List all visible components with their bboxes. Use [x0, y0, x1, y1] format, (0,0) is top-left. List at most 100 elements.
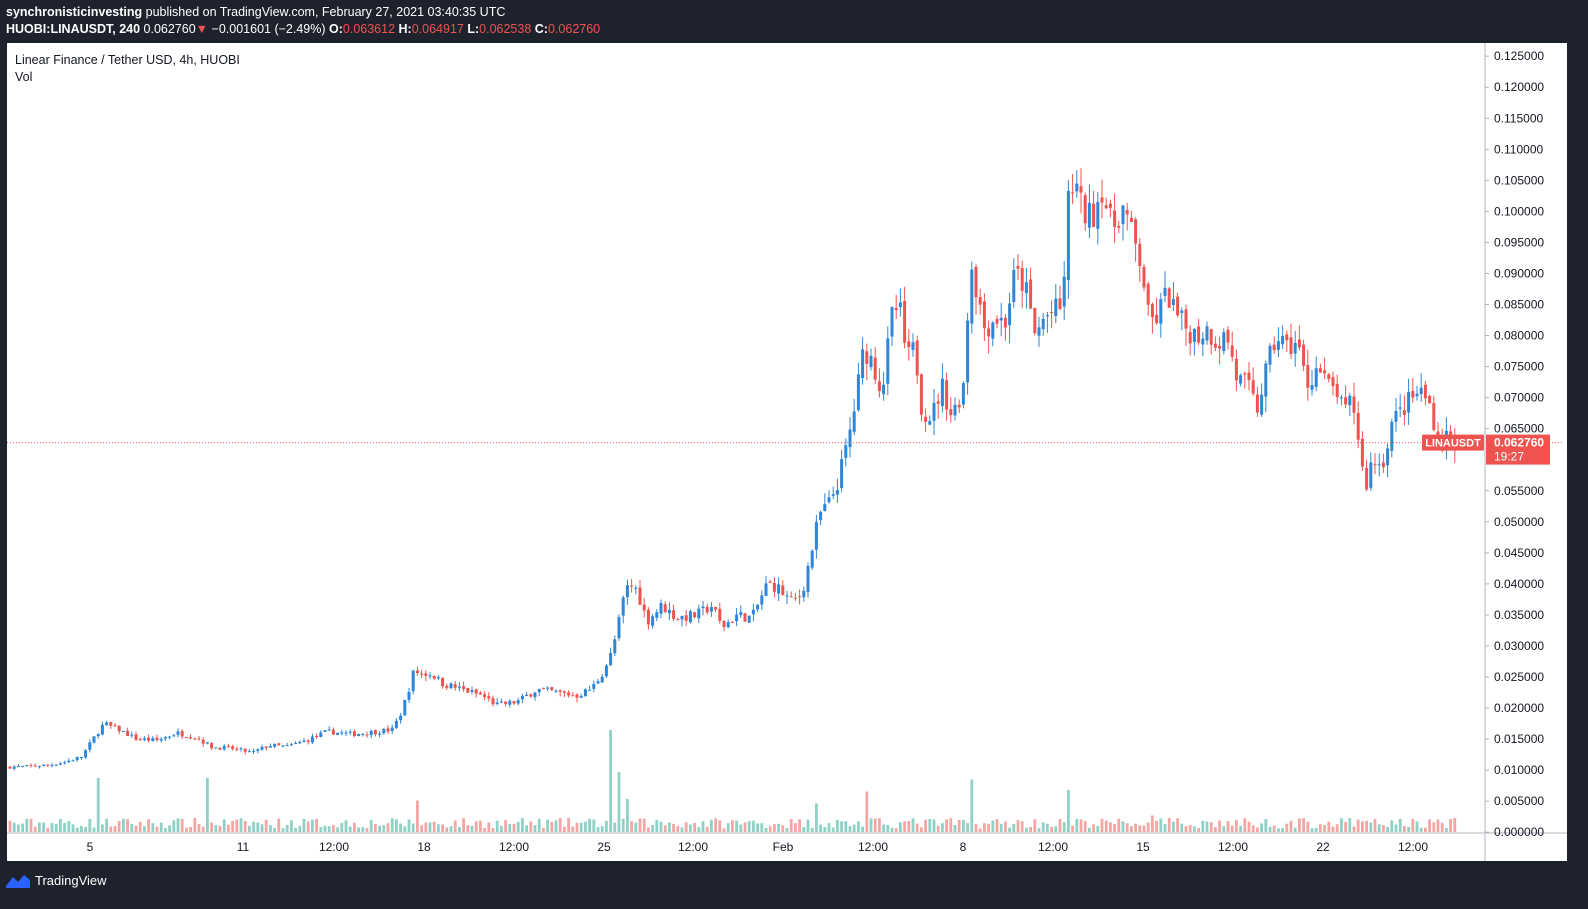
volume-bar: [109, 826, 113, 832]
volume-bar: [542, 827, 545, 832]
candle-body: [835, 490, 839, 495]
candle-body: [1171, 298, 1175, 305]
candle-body: [1100, 197, 1104, 203]
x-tick-label: 12:00: [1218, 840, 1248, 854]
volume-bar: [495, 820, 499, 832]
candle-body: [29, 764, 33, 766]
volume-bar: [747, 821, 751, 832]
volume-bar: [29, 818, 33, 832]
volume-bar: [210, 822, 213, 832]
volume-bar: [1041, 822, 1045, 832]
candle-body: [71, 760, 75, 762]
candle-body: [651, 616, 655, 626]
author-name[interactable]: synchronisticinvesting: [6, 5, 143, 19]
volume-bar: [113, 826, 117, 832]
volume-bar: [1340, 818, 1343, 832]
candle-body: [655, 612, 659, 618]
volume-bar: [802, 827, 806, 832]
volume-bar: [353, 822, 356, 832]
candle-body: [1104, 205, 1108, 209]
candle-body: [537, 688, 541, 693]
candle-body: [84, 750, 88, 758]
candle-body: [1045, 315, 1049, 317]
volume-bar: [432, 821, 436, 832]
candle-body: [352, 731, 356, 737]
x-tick-label: Feb: [773, 840, 794, 854]
y-tick-label: 0.120000: [1494, 80, 1544, 94]
volume-bar: [1159, 818, 1163, 832]
candle-body: [1268, 345, 1272, 365]
volume-bar: [218, 825, 222, 832]
candle-body: [1281, 335, 1285, 345]
chart-legend: Linear Finance / Tether USD, 4h, HUOBI V…: [15, 52, 240, 86]
volume-bar: [1029, 827, 1032, 832]
x-tick-label: 15: [1136, 840, 1150, 854]
volume-bar: [491, 828, 495, 832]
candle-body: [798, 596, 802, 598]
candle-body: [1331, 377, 1335, 387]
symbol-tag-label: LINAUSDT: [1425, 438, 1481, 450]
candle-body: [222, 746, 226, 750]
volume-bar: [80, 826, 83, 832]
candle-body: [949, 409, 953, 416]
candle-body: [420, 673, 424, 675]
candle-body: [1222, 332, 1226, 352]
candle-body: [411, 670, 415, 692]
volume-bar: [407, 819, 411, 832]
tradingview-logo-icon: [6, 874, 30, 888]
volume-bar: [1008, 827, 1011, 832]
volume-bar: [600, 826, 604, 832]
volume-bar: [630, 821, 633, 832]
candle-body: [12, 766, 16, 769]
candle-body: [659, 603, 663, 614]
volume-bar: [411, 823, 415, 832]
volume-bar: [1352, 826, 1356, 832]
candle-body: [693, 612, 697, 618]
candle-body: [1083, 195, 1087, 224]
volume-bar: [752, 820, 755, 832]
candle-body: [919, 374, 923, 415]
volume-bar: [655, 819, 659, 832]
volume-bar: [1142, 825, 1146, 832]
volume-bar: [823, 827, 827, 832]
candle-body: [319, 732, 323, 737]
candle-body: [46, 764, 50, 766]
candle-body: [205, 742, 209, 744]
volume-bar: [575, 822, 579, 832]
candle-body: [218, 748, 222, 750]
candle-body: [1096, 201, 1100, 229]
volume-bar: [857, 821, 860, 832]
volume-bar: [96, 778, 100, 832]
candle-body: [432, 676, 436, 679]
candle-body: [453, 684, 457, 688]
y-tick-label: 0.055000: [1494, 484, 1544, 498]
volume-bar: [1197, 828, 1200, 832]
candle-body: [478, 692, 482, 695]
candle-body: [806, 566, 810, 592]
candle-body: [1163, 287, 1167, 296]
chart-area[interactable]: 0.125000 0.120000 0.115000 0.110000 0.105000…: [7, 43, 1567, 861]
candle-body: [130, 734, 134, 736]
candle-body: [105, 722, 109, 726]
candle-body: [100, 724, 104, 735]
volume-bar: [134, 825, 138, 832]
volume-bar: [172, 820, 176, 832]
candle-body: [415, 670, 419, 674]
volume-bar: [1298, 818, 1301, 832]
candle-body: [1192, 328, 1196, 342]
volume-bar: [596, 827, 600, 832]
candle-body: [915, 340, 919, 376]
candle-body: [974, 266, 978, 298]
candle-body: [1134, 219, 1138, 244]
price-tag-value: 0.062760: [1494, 436, 1544, 450]
volume-bar: [894, 828, 898, 832]
candle-body: [743, 613, 747, 622]
candle-body: [827, 497, 831, 503]
volume-bar: [1163, 824, 1167, 832]
volume-bar: [298, 826, 302, 832]
tradingview-brand[interactable]: TradingView: [6, 873, 107, 888]
candle-body: [684, 615, 688, 621]
candlestick-chart[interactable]: 0.125000 0.120000 0.115000 0.110000 0.105000…: [7, 43, 1567, 861]
volume-bar: [88, 818, 92, 832]
candle-body: [340, 732, 344, 734]
